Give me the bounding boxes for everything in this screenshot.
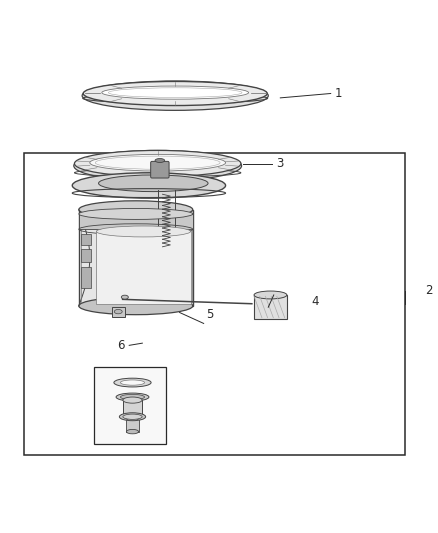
Text: 3: 3 bbox=[276, 157, 283, 170]
Bar bbox=[79, 209, 193, 306]
Ellipse shape bbox=[114, 310, 122, 314]
Ellipse shape bbox=[72, 173, 226, 198]
Bar bbox=[79, 214, 193, 229]
Bar bbox=[81, 266, 91, 288]
Bar bbox=[123, 400, 142, 417]
Bar bbox=[81, 249, 91, 262]
Text: 5: 5 bbox=[206, 308, 213, 321]
Ellipse shape bbox=[90, 155, 226, 171]
Ellipse shape bbox=[79, 297, 193, 314]
Bar bbox=[254, 295, 287, 319]
Ellipse shape bbox=[123, 397, 142, 403]
Ellipse shape bbox=[158, 257, 175, 263]
Ellipse shape bbox=[254, 291, 287, 299]
Bar bbox=[24, 152, 405, 455]
Text: 4: 4 bbox=[311, 295, 318, 308]
Text: 2: 2 bbox=[425, 284, 432, 297]
Ellipse shape bbox=[114, 378, 151, 387]
Bar bbox=[112, 307, 125, 317]
Ellipse shape bbox=[126, 416, 138, 421]
Text: 1: 1 bbox=[335, 87, 343, 100]
Ellipse shape bbox=[120, 394, 145, 400]
Ellipse shape bbox=[123, 414, 142, 419]
Bar bbox=[81, 233, 91, 245]
Ellipse shape bbox=[82, 81, 268, 110]
Ellipse shape bbox=[121, 295, 128, 299]
Ellipse shape bbox=[155, 158, 165, 163]
FancyBboxPatch shape bbox=[151, 161, 169, 178]
Ellipse shape bbox=[79, 208, 193, 220]
Ellipse shape bbox=[120, 380, 145, 385]
Ellipse shape bbox=[116, 393, 149, 401]
Bar bbox=[126, 419, 138, 432]
Ellipse shape bbox=[119, 413, 145, 421]
Text: 6: 6 bbox=[117, 339, 125, 352]
Ellipse shape bbox=[74, 150, 242, 181]
Ellipse shape bbox=[99, 175, 208, 191]
Ellipse shape bbox=[79, 201, 193, 219]
Bar bbox=[94, 367, 166, 444]
Ellipse shape bbox=[96, 226, 191, 237]
Ellipse shape bbox=[83, 82, 267, 106]
Ellipse shape bbox=[74, 150, 241, 177]
Ellipse shape bbox=[102, 86, 249, 99]
Ellipse shape bbox=[126, 430, 138, 434]
Bar bbox=[96, 231, 191, 304]
